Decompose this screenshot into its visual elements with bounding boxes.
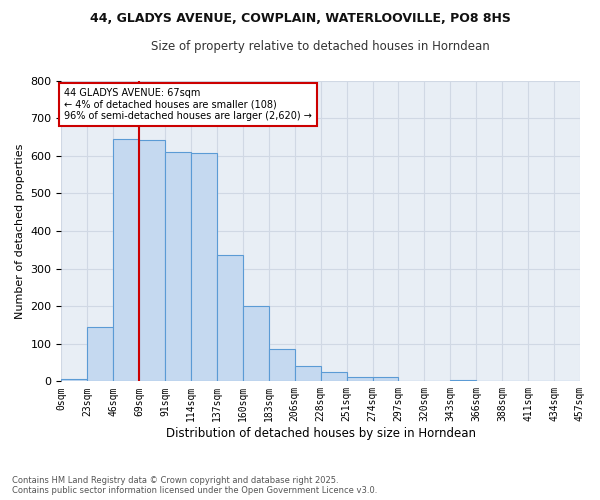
Bar	[451, 380, 476, 382]
Bar	[165, 152, 191, 382]
Bar	[88, 327, 113, 382]
Bar	[243, 306, 269, 382]
Bar	[217, 256, 243, 382]
Title: Size of property relative to detached houses in Horndean: Size of property relative to detached ho…	[151, 40, 490, 53]
Text: 44, GLADYS AVENUE, COWPLAIN, WATERLOOVILLE, PO8 8HS: 44, GLADYS AVENUE, COWPLAIN, WATERLOOVIL…	[89, 12, 511, 26]
X-axis label: Distribution of detached houses by size in Horndean: Distribution of detached houses by size …	[166, 427, 476, 440]
Bar	[113, 139, 139, 382]
Bar	[373, 377, 398, 382]
Bar	[139, 140, 165, 382]
Bar	[295, 366, 321, 382]
Bar	[61, 380, 88, 382]
Bar	[347, 377, 373, 382]
Bar	[191, 152, 217, 382]
Text: 44 GLADYS AVENUE: 67sqm
← 4% of detached houses are smaller (108)
96% of semi-de: 44 GLADYS AVENUE: 67sqm ← 4% of detached…	[64, 88, 312, 122]
Y-axis label: Number of detached properties: Number of detached properties	[15, 144, 25, 318]
Text: Contains HM Land Registry data © Crown copyright and database right 2025.
Contai: Contains HM Land Registry data © Crown c…	[12, 476, 377, 495]
Bar	[269, 350, 295, 382]
Bar	[321, 372, 347, 382]
